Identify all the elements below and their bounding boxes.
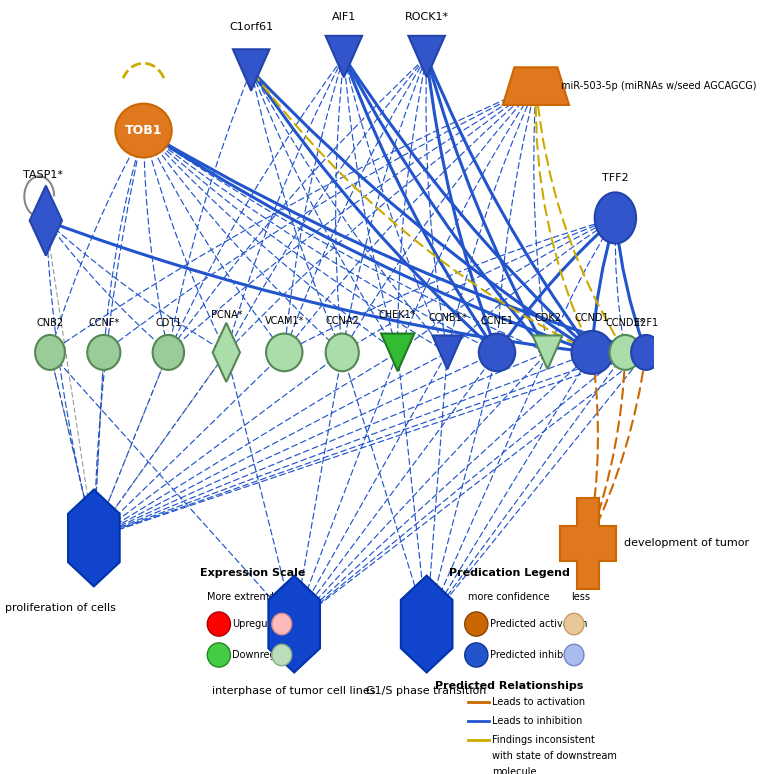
Polygon shape [68, 490, 119, 587]
Text: Findings inconsistent: Findings inconsistent [492, 735, 595, 745]
Ellipse shape [272, 644, 291, 666]
Text: more confidence: more confidence [468, 592, 550, 601]
Ellipse shape [464, 643, 488, 667]
Text: G1/S phase transition: G1/S phase transition [366, 686, 487, 696]
Ellipse shape [326, 334, 359, 372]
Ellipse shape [564, 613, 584, 635]
Text: CCND1: CCND1 [575, 313, 610, 323]
Text: Predicted Relationships: Predicted Relationships [435, 680, 584, 690]
Polygon shape [381, 334, 414, 372]
Text: molecule: molecule [492, 767, 536, 774]
Text: CCNF*: CCNF* [88, 318, 119, 328]
Text: CHEK1*: CHEK1* [379, 310, 416, 320]
Polygon shape [560, 498, 617, 589]
Ellipse shape [207, 612, 230, 636]
Text: Leads to inhibition: Leads to inhibition [492, 716, 582, 726]
Polygon shape [503, 67, 569, 105]
Text: CCNA2: CCNA2 [325, 316, 359, 326]
Text: More extreme: More extreme [207, 592, 275, 601]
Ellipse shape [266, 334, 302, 372]
Ellipse shape [631, 335, 661, 370]
Ellipse shape [272, 613, 291, 635]
Polygon shape [269, 576, 320, 673]
Polygon shape [532, 335, 562, 369]
Text: TOB1: TOB1 [125, 124, 162, 137]
Text: ROCK1*: ROCK1* [405, 12, 449, 22]
Text: CNB2: CNB2 [37, 318, 63, 328]
Text: CDT1: CDT1 [155, 318, 181, 328]
Text: Predication Legend: Predication Legend [449, 567, 570, 577]
Text: miR-503-5p (miRNAs w/seed AGCAGCG): miR-503-5p (miRNAs w/seed AGCAGCG) [561, 81, 757, 91]
Polygon shape [233, 50, 269, 91]
Ellipse shape [116, 104, 171, 157]
Text: PCNA*: PCNA* [210, 310, 242, 320]
Text: Less: Less [271, 592, 292, 601]
Text: Downregulated: Downregulated [232, 650, 307, 660]
Polygon shape [213, 323, 240, 382]
Text: Leads to activation: Leads to activation [492, 697, 585, 707]
Ellipse shape [571, 331, 613, 374]
Text: CDK2: CDK2 [534, 313, 561, 323]
Text: development of tumor: development of tumor [624, 539, 750, 548]
Text: Upregulated: Upregulated [232, 619, 292, 629]
Text: C1orf61: C1orf61 [229, 22, 273, 33]
Text: TASP1*: TASP1* [24, 170, 63, 180]
Ellipse shape [153, 335, 184, 370]
Text: proliferation of cells: proliferation of cells [5, 602, 116, 612]
Text: Expression Scale: Expression Scale [200, 567, 305, 577]
Text: with state of downstream: with state of downstream [492, 751, 617, 761]
Ellipse shape [610, 335, 641, 370]
Polygon shape [432, 335, 462, 369]
Ellipse shape [564, 644, 584, 666]
Text: AIF1: AIF1 [332, 12, 356, 22]
Text: Predicted activation: Predicted activation [490, 619, 587, 629]
Text: CCNE1: CCNE1 [480, 316, 513, 326]
Ellipse shape [35, 335, 65, 370]
Text: CCNB1*: CCNB1* [428, 313, 467, 323]
Text: interphase of tumor cell lines: interphase of tumor cell lines [213, 686, 376, 696]
Text: CCND3*: CCND3* [606, 318, 645, 328]
Text: TFF2: TFF2 [602, 173, 629, 183]
Ellipse shape [464, 612, 488, 636]
Ellipse shape [594, 193, 636, 244]
Polygon shape [409, 36, 445, 77]
Polygon shape [401, 576, 452, 673]
Polygon shape [326, 36, 362, 77]
Polygon shape [30, 186, 62, 255]
Text: Predicted inhibition: Predicted inhibition [490, 650, 584, 660]
Ellipse shape [479, 334, 515, 372]
Text: E2F1: E2F1 [634, 318, 658, 328]
Ellipse shape [87, 335, 120, 370]
Text: less: less [571, 592, 591, 601]
Ellipse shape [207, 643, 230, 667]
Text: VCAM1*: VCAM1* [265, 316, 304, 326]
